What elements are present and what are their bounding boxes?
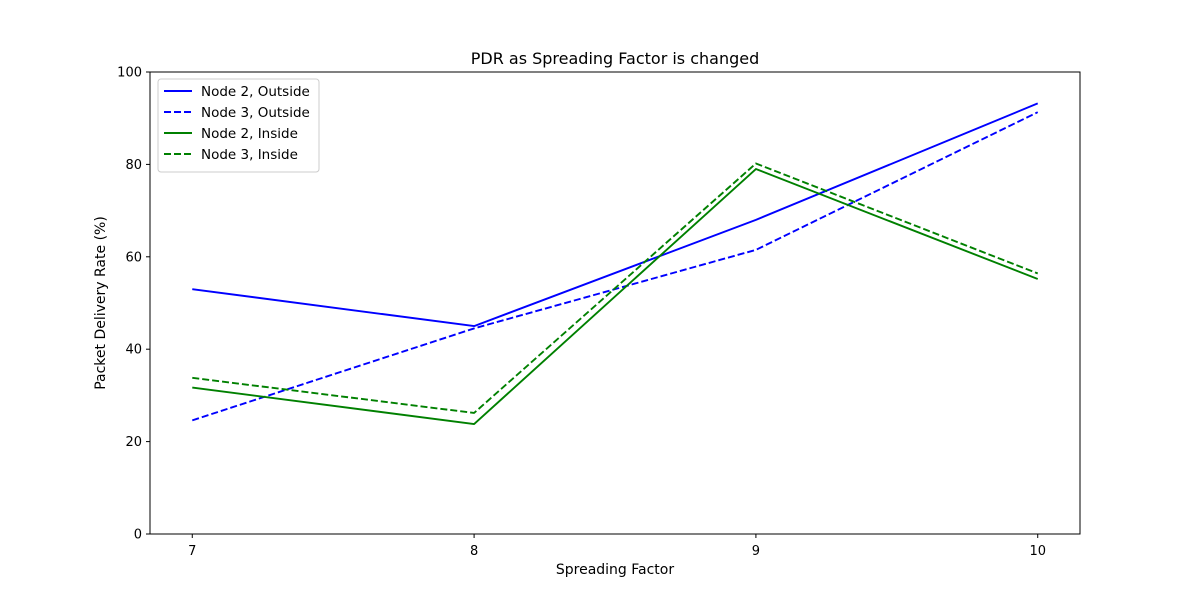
legend-entry-label: Node 3, Outside <box>201 105 310 121</box>
x-axis: 7 8 9 10 <box>188 534 1046 559</box>
series-line-node-3-inside <box>192 162 1039 414</box>
y-tick-label: 100 <box>117 66 142 81</box>
y-tick-label: 60 <box>125 250 142 265</box>
y-tick-label: 80 <box>125 158 142 173</box>
x-tick-label: 8 <box>470 544 478 559</box>
chart-title: PDR as Spreading Factor is changed <box>471 49 760 68</box>
legend-entry-label: Node 3, Inside <box>201 147 298 163</box>
legend-entry-label: Node 2, Inside <box>201 126 298 142</box>
series-line-node-2-inside <box>192 168 1039 425</box>
y-tick-label: 40 <box>125 343 142 358</box>
y-axis: 0 20 40 60 80 100 <box>117 66 150 543</box>
series-layer <box>191 102 1039 425</box>
x-tick-label: 9 <box>752 544 760 559</box>
legend-entry-label: Node 2, Outside <box>201 84 310 100</box>
x-tick-label: 10 <box>1029 544 1046 559</box>
plot-frame <box>149 71 1081 535</box>
y-tick-label: 20 <box>125 435 142 450</box>
y-tick-label: 0 <box>134 528 142 543</box>
legend: Node 2, Outside Node 3, Outside Node 2, In… <box>157 78 320 173</box>
legend-box <box>157 78 320 173</box>
series-line-node-2-outside <box>192 102 1039 328</box>
x-axis-label: Spreading Factor <box>556 562 674 578</box>
y-axis-label: Packet Delivery Rate (%) <box>93 216 109 390</box>
x-tick-label: 7 <box>188 544 196 559</box>
plot-area <box>149 71 1081 535</box>
